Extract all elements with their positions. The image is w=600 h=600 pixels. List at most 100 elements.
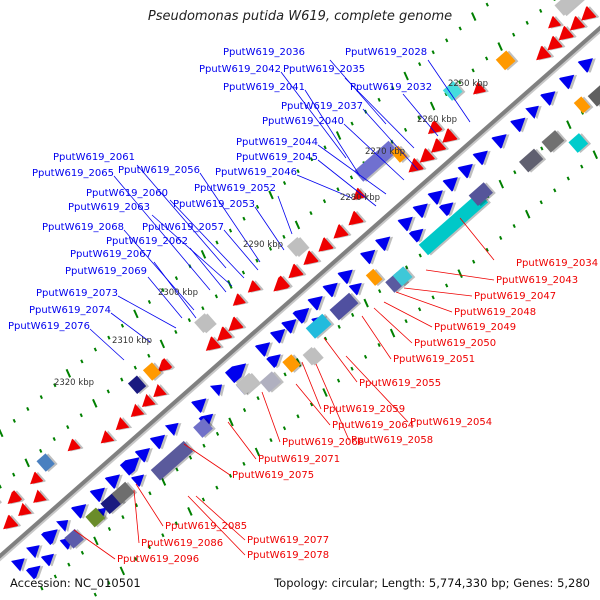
forward-gene-arrow	[71, 504, 90, 519]
leader-line	[317, 144, 387, 195]
tick-mark	[268, 246, 273, 251]
tick-mark	[66, 425, 70, 430]
tick-mark	[418, 253, 422, 258]
tick-mark	[187, 318, 191, 323]
reverse-gene-label: PputW619_2064	[332, 420, 414, 431]
backbone-line	[0, 25, 600, 559]
tick-mark	[445, 38, 449, 43]
forward-gene-label: PputW619_2046	[215, 167, 297, 178]
tick-mark	[256, 396, 260, 401]
forward-gene-arrow	[26, 545, 43, 559]
reverse-gene-box	[495, 50, 519, 71]
tick-mark	[120, 377, 124, 382]
reverse-gene-arrow	[100, 430, 118, 444]
forward-gene-label: PputW619_2069	[65, 266, 147, 277]
tick-mark	[553, 0, 556, 2]
reverse-gene-label: PputW619_2071	[258, 454, 340, 465]
reverse-gene-arrow	[18, 502, 35, 517]
reverse-gene-label: PputW619_2049	[434, 322, 516, 333]
genome-summary-text: Topology: circular; Length: 5,774,330 bp…	[274, 576, 590, 590]
forward-gene-label: PputW619_2035	[283, 64, 365, 75]
tick-mark	[24, 458, 30, 468]
forward-gene-arrow	[266, 354, 284, 369]
forward-gene-label: PputW619_2076	[8, 321, 90, 332]
forward-gene-label: PputW619_2068	[42, 222, 124, 233]
leader-line	[403, 287, 473, 297]
tick-mark	[242, 461, 246, 466]
tick-mark	[200, 249, 207, 259]
tick-mark	[201, 497, 206, 502]
forward-gene-label: PputW619_2040	[262, 116, 344, 127]
reverse-gene-arrow	[473, 82, 489, 95]
leader-line	[227, 421, 257, 460]
tick-mark	[512, 224, 516, 229]
reverse-gene-box	[286, 237, 310, 257]
forward-gene-arrow	[41, 529, 61, 546]
forward-gene-arrow	[89, 487, 108, 503]
tick-mark	[309, 211, 313, 216]
leader-line	[73, 529, 116, 560]
reverse-gene-label: PputW619_2077	[247, 535, 329, 546]
leader-line	[277, 195, 293, 235]
tick-mark	[336, 187, 340, 192]
tick-mark	[580, 164, 584, 169]
tick-mark	[335, 131, 342, 140]
forward-gene-box	[573, 96, 594, 114]
tick-mark	[323, 145, 327, 150]
tick-mark	[255, 204, 260, 209]
leader-line	[147, 276, 183, 319]
reverse-gene-label: PputW619_2047	[474, 291, 556, 302]
tick-mark	[351, 312, 355, 317]
tick-mark	[417, 115, 421, 120]
tick-mark	[93, 592, 97, 597]
leader-line	[395, 291, 453, 313]
forward-gene-label: PputW619_2056	[118, 165, 200, 176]
tick-mark	[215, 431, 220, 436]
tick-mark	[350, 121, 354, 126]
forward-gene-arrow	[307, 296, 326, 311]
leader-line	[383, 301, 433, 328]
leader-line	[261, 391, 281, 443]
reverse-gene-label: PputW619_2034	[516, 258, 598, 269]
forward-gene-arrow	[255, 342, 273, 357]
leader-line	[344, 77, 415, 149]
reverse-gene-arrow	[558, 25, 577, 41]
leader-line	[317, 159, 377, 207]
forward-gene-box	[235, 372, 262, 396]
leader-line	[280, 71, 347, 159]
leader-line	[133, 489, 140, 544]
tick-mark	[119, 566, 126, 576]
forward-gene-arrow	[56, 519, 72, 533]
reverse-gene-arrow	[536, 45, 555, 61]
tick-mark	[322, 199, 327, 204]
leader-line	[301, 361, 322, 410]
reverse-gene-arrow	[318, 237, 337, 252]
tick-mark	[175, 467, 179, 472]
kbp-label: 2270 kbp	[365, 147, 405, 157]
tick-mark	[242, 216, 246, 221]
tick-mark	[133, 365, 137, 370]
reverse-gene-label: PputW619_2058	[351, 435, 433, 446]
kbp-label: 2320 kbp	[54, 378, 94, 388]
tick-mark	[323, 336, 328, 341]
reverse-gene-label: PputW619_2043	[496, 275, 578, 286]
leader-line	[187, 495, 246, 556]
tick-mark	[202, 443, 206, 448]
tick-mark	[513, 170, 517, 175]
reverse-gene-box	[127, 375, 150, 395]
forward-gene-box	[365, 268, 386, 287]
tick-mark	[159, 339, 166, 349]
tick-mark	[107, 580, 111, 585]
tick-mark	[80, 359, 84, 364]
forward-gene-box	[305, 313, 335, 339]
tick-mark	[93, 347, 98, 352]
forward-gene-label: PputW619_2074	[29, 305, 111, 316]
tick-mark	[254, 447, 261, 457]
leader-line	[459, 217, 495, 261]
tick-mark	[65, 368, 72, 378]
tick-mark	[120, 323, 125, 328]
tick-mark	[296, 414, 300, 419]
